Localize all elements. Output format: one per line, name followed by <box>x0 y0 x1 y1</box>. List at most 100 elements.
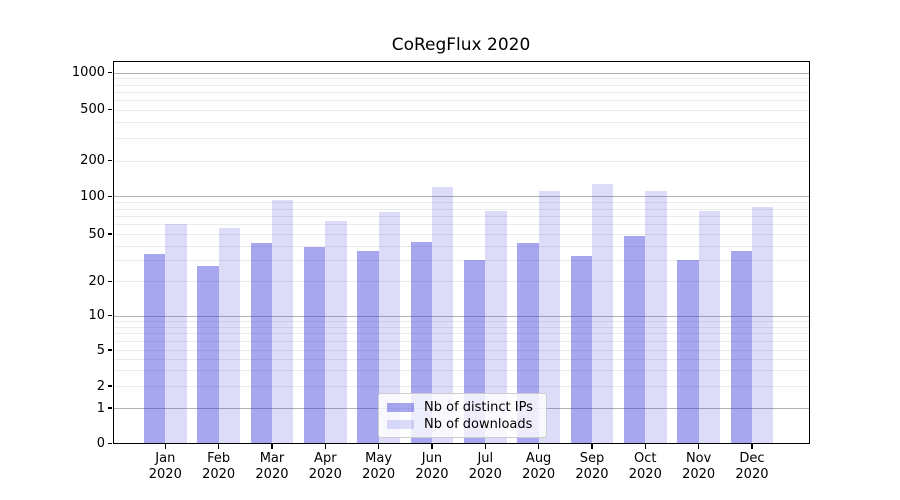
x-tick <box>271 444 273 449</box>
x-tick-month: Mar <box>259 451 285 466</box>
gridline-minor <box>112 109 810 111</box>
gridline-minor <box>112 245 810 247</box>
x-tick-label: Jun 2020 <box>402 451 462 483</box>
bar-distinct-ips-feb <box>197 265 219 444</box>
bar-distinct-ips-jan <box>143 253 166 444</box>
legend-label-distinct-ips: Nb of distinct IPs <box>424 399 533 415</box>
y-tick-label: 50 <box>88 226 105 242</box>
y-tick-label: 20 <box>88 274 105 289</box>
bar-downloads-sep <box>591 184 614 444</box>
bar-downloads-jun <box>431 186 454 444</box>
legend-swatch-downloads-icon <box>387 419 414 430</box>
gridline-minor <box>112 122 810 124</box>
gridline-minor <box>112 260 810 262</box>
x-tick <box>537 444 540 449</box>
y-tick <box>107 385 113 387</box>
legend-label-downloads: Nb of downloads <box>424 416 533 432</box>
x-tick-year: 2020 <box>148 467 182 482</box>
bar-distinct-ips-apr <box>303 246 326 444</box>
y-tick <box>107 195 113 198</box>
x-tick <box>217 444 220 449</box>
x-tick-year: 2020 <box>468 467 502 482</box>
x-tick-month: Aug <box>525 451 552 466</box>
y-tick <box>107 280 113 283</box>
bar-downloads-may <box>378 212 400 444</box>
y-tick-label: 0 <box>96 436 105 451</box>
x-tick <box>751 444 753 449</box>
x-tick-month: Jul <box>477 451 494 466</box>
bar-distinct-ips-dec <box>730 251 752 444</box>
gridline-minor <box>112 224 810 226</box>
bar-downloads-jul <box>485 210 507 444</box>
x-tick-month: May <box>365 451 393 466</box>
x-tick-label: Jul 2020 <box>455 451 515 483</box>
bar-downloads-apr <box>325 220 347 444</box>
gridline-minor <box>112 91 810 93</box>
x-tick-month: Jun <box>421 451 443 466</box>
bar-downloads-jan <box>165 224 187 444</box>
y-tick-label: 500 <box>80 102 105 118</box>
gridline-minor <box>112 326 810 328</box>
gridline-minor <box>112 160 810 162</box>
gridline-major <box>112 315 810 317</box>
x-tick-year: 2020 <box>575 467 609 482</box>
bar-downloads-mar <box>271 200 294 444</box>
y-tick-label: 1 <box>96 400 105 416</box>
x-tick-month: Sep <box>579 451 605 466</box>
bar-distinct-ips-oct <box>623 236 646 444</box>
y-tick <box>107 233 113 235</box>
gridline-minor <box>112 233 810 235</box>
x-tick-year: 2020 <box>522 467 556 482</box>
y-tick-label: 200 <box>80 153 105 169</box>
x-tick-label: Mar 2020 <box>242 451 302 483</box>
x-tick-label: Aug 2020 <box>509 451 569 483</box>
x-tick <box>377 444 380 449</box>
x-tick-label: Apr 2020 <box>295 451 355 483</box>
x-tick-month: Dec <box>739 451 765 466</box>
y-tick <box>107 407 113 409</box>
plot-area <box>112 60 810 444</box>
y-tick <box>107 315 113 317</box>
bar-downloads-oct <box>645 191 667 444</box>
bar-distinct-ips-sep <box>570 255 592 444</box>
y-tick-label: 1000 <box>71 65 105 81</box>
x-tick-year: 2020 <box>255 467 289 482</box>
x-tick-label: Dec 2020 <box>722 451 782 483</box>
gridline-minor <box>112 202 810 204</box>
gridline-major <box>112 196 810 198</box>
legend-item-downloads: Nb of downloads <box>387 417 538 433</box>
gridline-minor <box>112 320 810 322</box>
legend: Nb of distinct IPs Nb of downloads <box>378 393 547 438</box>
x-tick-label: Oct 2020 <box>615 451 675 483</box>
x-tick-year: 2020 <box>682 467 716 482</box>
gridline-minor <box>112 84 810 86</box>
gridline-minor <box>112 208 810 210</box>
bar-downloads-nov <box>698 210 720 444</box>
x-tick <box>697 444 700 449</box>
x-tick-label: Feb 2020 <box>189 451 249 483</box>
y-tick-label: 100 <box>80 189 105 204</box>
x-tick <box>324 444 326 449</box>
x-tick-year: 2020 <box>202 467 236 482</box>
gridline-minor <box>112 370 810 372</box>
legend-item-distinct-ips: Nb of distinct IPs <box>387 400 538 416</box>
x-tick-month: Apr <box>314 451 337 466</box>
gridline-minor <box>112 281 810 283</box>
x-tick-month: Jan <box>155 451 176 466</box>
gridline-minor <box>112 340 810 342</box>
legend-swatch-distinct-ips-icon <box>387 402 414 413</box>
y-tick <box>107 72 113 74</box>
gridline-minor <box>112 78 810 80</box>
y-tick-label: 10 <box>88 308 105 324</box>
x-tick-month: Feb <box>207 451 231 466</box>
y-tick-label: 2 <box>96 378 105 394</box>
gridline-minor <box>112 385 810 387</box>
x-tick-month: Nov <box>685 451 712 466</box>
gridline-minor <box>112 138 810 140</box>
gridline-minor <box>112 358 810 360</box>
x-tick-year: 2020 <box>628 467 662 482</box>
y-tick-label: 5 <box>96 342 105 358</box>
x-tick <box>591 444 593 449</box>
x-tick-year: 2020 <box>415 467 449 482</box>
